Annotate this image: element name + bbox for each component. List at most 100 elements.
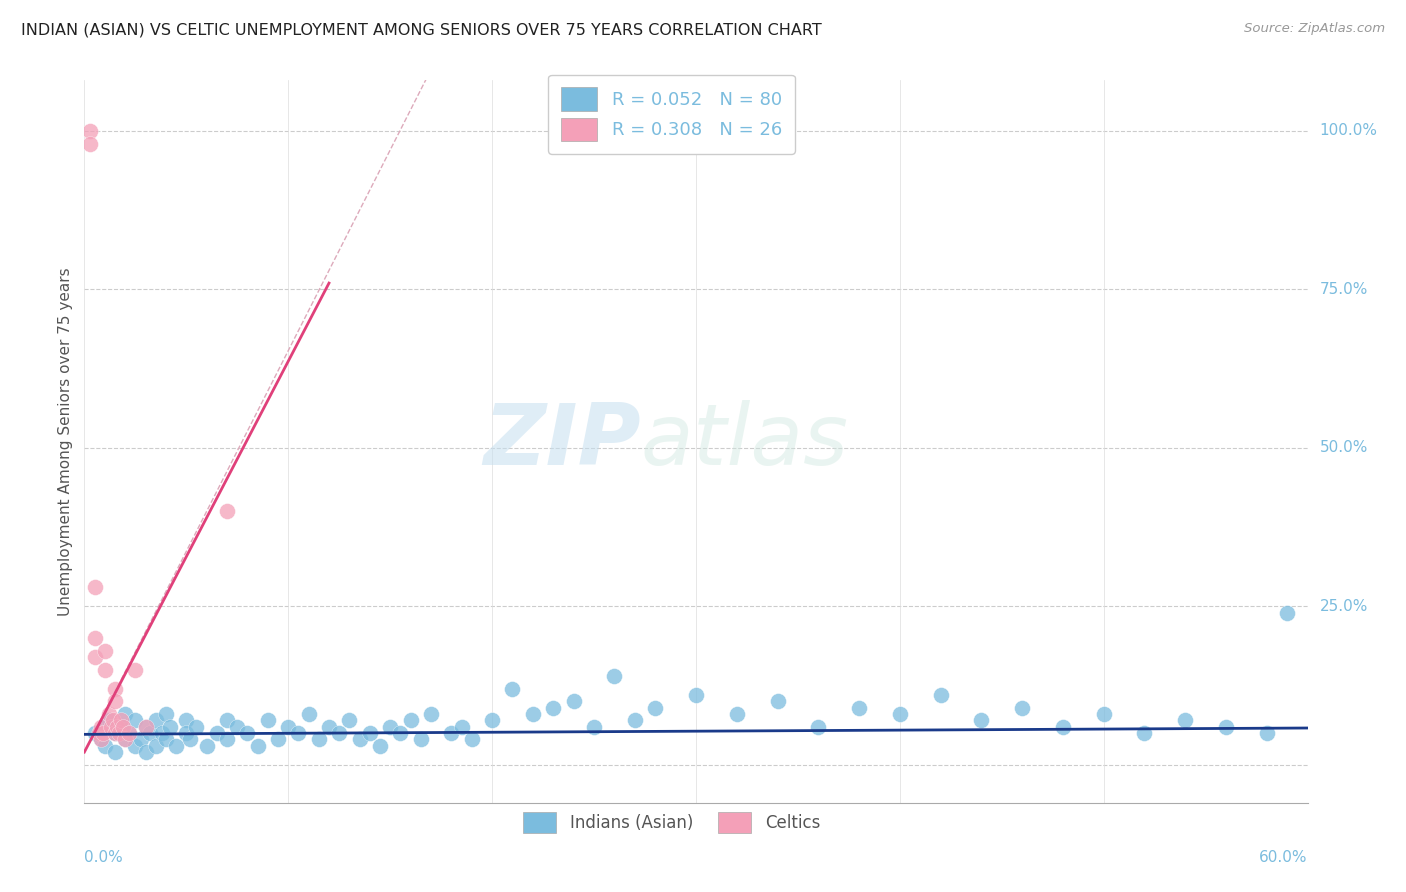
Point — [318, 720, 340, 734]
Point — [97, 714, 120, 728]
Point — [87, 726, 110, 740]
Point — [83, 650, 105, 665]
Point — [83, 631, 105, 645]
Point — [118, 726, 141, 740]
Point — [165, 739, 187, 753]
Point — [114, 732, 136, 747]
Point — [420, 707, 443, 722]
Point — [110, 714, 132, 728]
Point — [1215, 720, 1237, 734]
Point — [328, 726, 350, 740]
Legend: Indians (Asian), Celtics: Indians (Asian), Celtics — [512, 800, 832, 845]
Point — [359, 726, 381, 740]
Point — [562, 694, 585, 708]
Point — [929, 688, 952, 702]
Point — [1277, 606, 1299, 620]
Point — [124, 739, 146, 753]
Point — [135, 720, 157, 734]
Point — [90, 732, 112, 747]
Point — [186, 720, 208, 734]
Point — [100, 720, 122, 734]
Point — [1092, 707, 1115, 722]
Point — [93, 663, 115, 677]
Point — [108, 726, 131, 740]
Point — [124, 714, 146, 728]
Point — [104, 726, 127, 740]
Text: 0.0%: 0.0% — [84, 850, 124, 864]
Point — [145, 739, 167, 753]
Point — [440, 726, 463, 740]
Point — [257, 714, 280, 728]
Point — [112, 720, 135, 734]
Point — [174, 714, 197, 728]
Point — [889, 707, 911, 722]
Text: atlas: atlas — [641, 400, 849, 483]
Point — [217, 504, 239, 518]
Point — [114, 707, 136, 722]
Point — [1133, 726, 1156, 740]
Point — [399, 714, 422, 728]
Point — [1256, 726, 1278, 740]
Point — [226, 720, 249, 734]
Point — [450, 720, 472, 734]
Text: 50.0%: 50.0% — [1320, 441, 1368, 456]
Point — [135, 720, 157, 734]
Point — [298, 707, 321, 722]
Text: Source: ZipAtlas.com: Source: ZipAtlas.com — [1244, 22, 1385, 36]
Point — [1174, 714, 1197, 728]
Text: 25.0%: 25.0% — [1320, 599, 1368, 614]
Point — [104, 694, 127, 708]
Text: 100.0%: 100.0% — [1320, 123, 1378, 138]
Point — [1052, 720, 1074, 734]
Point — [246, 739, 269, 753]
Point — [105, 720, 128, 734]
Point — [848, 700, 870, 714]
Point — [159, 720, 181, 734]
Point — [104, 745, 127, 759]
Text: 60.0%: 60.0% — [1260, 850, 1308, 864]
Point — [79, 136, 101, 151]
Point — [583, 720, 606, 734]
Point — [150, 726, 173, 740]
Point — [83, 580, 105, 594]
Point — [409, 732, 432, 747]
Point — [124, 663, 146, 677]
Point — [93, 720, 115, 734]
Point — [97, 707, 120, 722]
Text: ZIP: ZIP — [484, 400, 641, 483]
Point — [155, 732, 177, 747]
Point — [685, 688, 707, 702]
Point — [522, 707, 544, 722]
Point — [174, 726, 197, 740]
Point — [970, 714, 993, 728]
Point — [91, 726, 114, 740]
Point — [217, 714, 239, 728]
Point — [90, 720, 112, 734]
Point — [543, 700, 565, 714]
Point — [138, 726, 160, 740]
Point — [380, 720, 402, 734]
Point — [104, 681, 127, 696]
Point — [135, 745, 157, 759]
Point — [145, 714, 167, 728]
Point — [101, 714, 124, 728]
Point — [93, 643, 115, 657]
Point — [110, 720, 132, 734]
Point — [118, 726, 141, 740]
Point — [624, 714, 647, 728]
Point — [236, 726, 259, 740]
Text: 75.0%: 75.0% — [1320, 282, 1368, 297]
Point — [1011, 700, 1033, 714]
Point — [277, 720, 299, 734]
Point — [114, 732, 136, 747]
Point — [155, 707, 177, 722]
Point — [308, 732, 330, 747]
Point — [461, 732, 484, 747]
Point — [349, 732, 371, 747]
Point — [766, 694, 789, 708]
Point — [195, 739, 218, 753]
Point — [481, 714, 503, 728]
Point — [267, 732, 290, 747]
Point — [93, 739, 115, 753]
Point — [90, 732, 112, 747]
